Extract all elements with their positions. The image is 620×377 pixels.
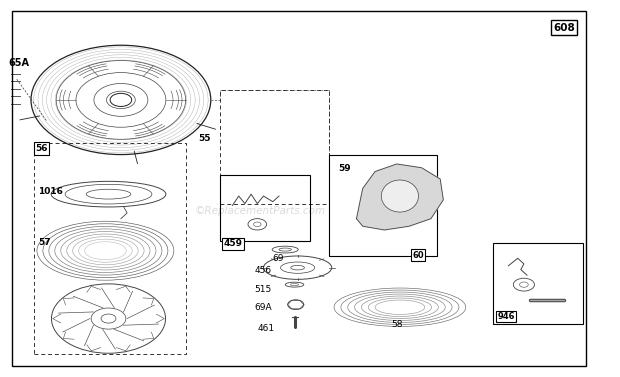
Bar (34, 143, 186, 354)
Text: 461: 461 (257, 324, 275, 333)
Text: 57: 57 (38, 238, 51, 247)
Bar (493, 243, 583, 324)
Text: 1016: 1016 (38, 187, 63, 196)
Text: 59: 59 (338, 164, 350, 173)
Text: 58: 58 (391, 320, 402, 329)
Ellipse shape (381, 180, 419, 212)
Text: 65A: 65A (8, 58, 29, 69)
Text: 60: 60 (412, 251, 424, 260)
Text: 946: 946 (497, 312, 515, 321)
Text: 608: 608 (553, 23, 575, 33)
Bar (329, 155, 437, 256)
Text: 69A: 69A (254, 303, 272, 313)
Text: 459: 459 (223, 239, 242, 248)
Bar (220, 90, 329, 204)
Text: 515: 515 (254, 285, 272, 294)
Text: 56: 56 (35, 144, 48, 153)
Text: 55: 55 (198, 134, 211, 143)
Text: 456: 456 (254, 266, 272, 275)
Bar (220, 175, 310, 241)
Polygon shape (356, 164, 443, 230)
Text: 69: 69 (273, 254, 285, 264)
Text: ©ReplacementParts.com: ©ReplacementParts.com (195, 206, 326, 216)
